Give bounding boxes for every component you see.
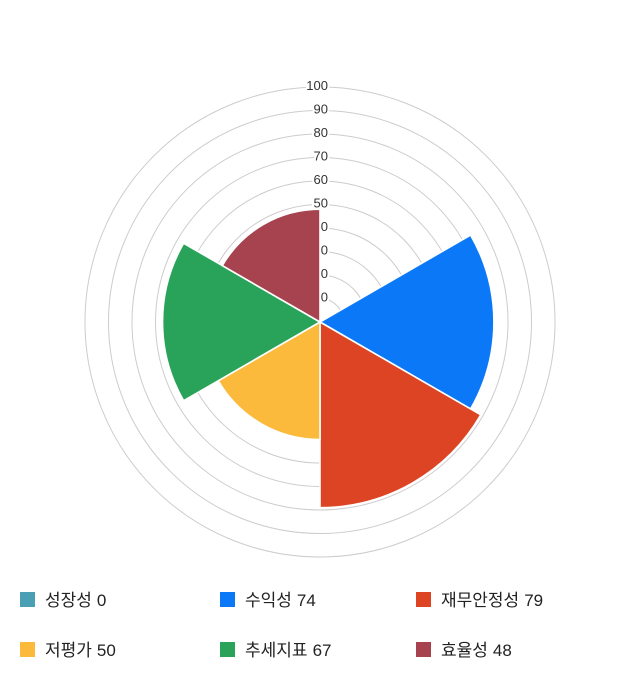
grid-ring — [108, 110, 532, 534]
sector-undervaluation — [217, 320, 321, 441]
axis-tick-label: 50 — [314, 196, 328, 211]
sector-financial-stability — [319, 320, 482, 509]
axis-tick-label: 70 — [314, 149, 328, 164]
axis-tick-label: 60 — [314, 172, 328, 187]
sectors — [161, 208, 495, 509]
sector-efficiency — [221, 208, 321, 324]
axis-tick-label: 90 — [314, 102, 328, 117]
grid-ring — [84, 86, 556, 558]
grid-ring — [131, 133, 509, 511]
sector-profitability — [318, 233, 495, 411]
axis-tick-label: 80 — [314, 125, 328, 140]
axis-tick-label: 100 — [306, 78, 328, 93]
sector-trend-indicator — [161, 242, 322, 402]
